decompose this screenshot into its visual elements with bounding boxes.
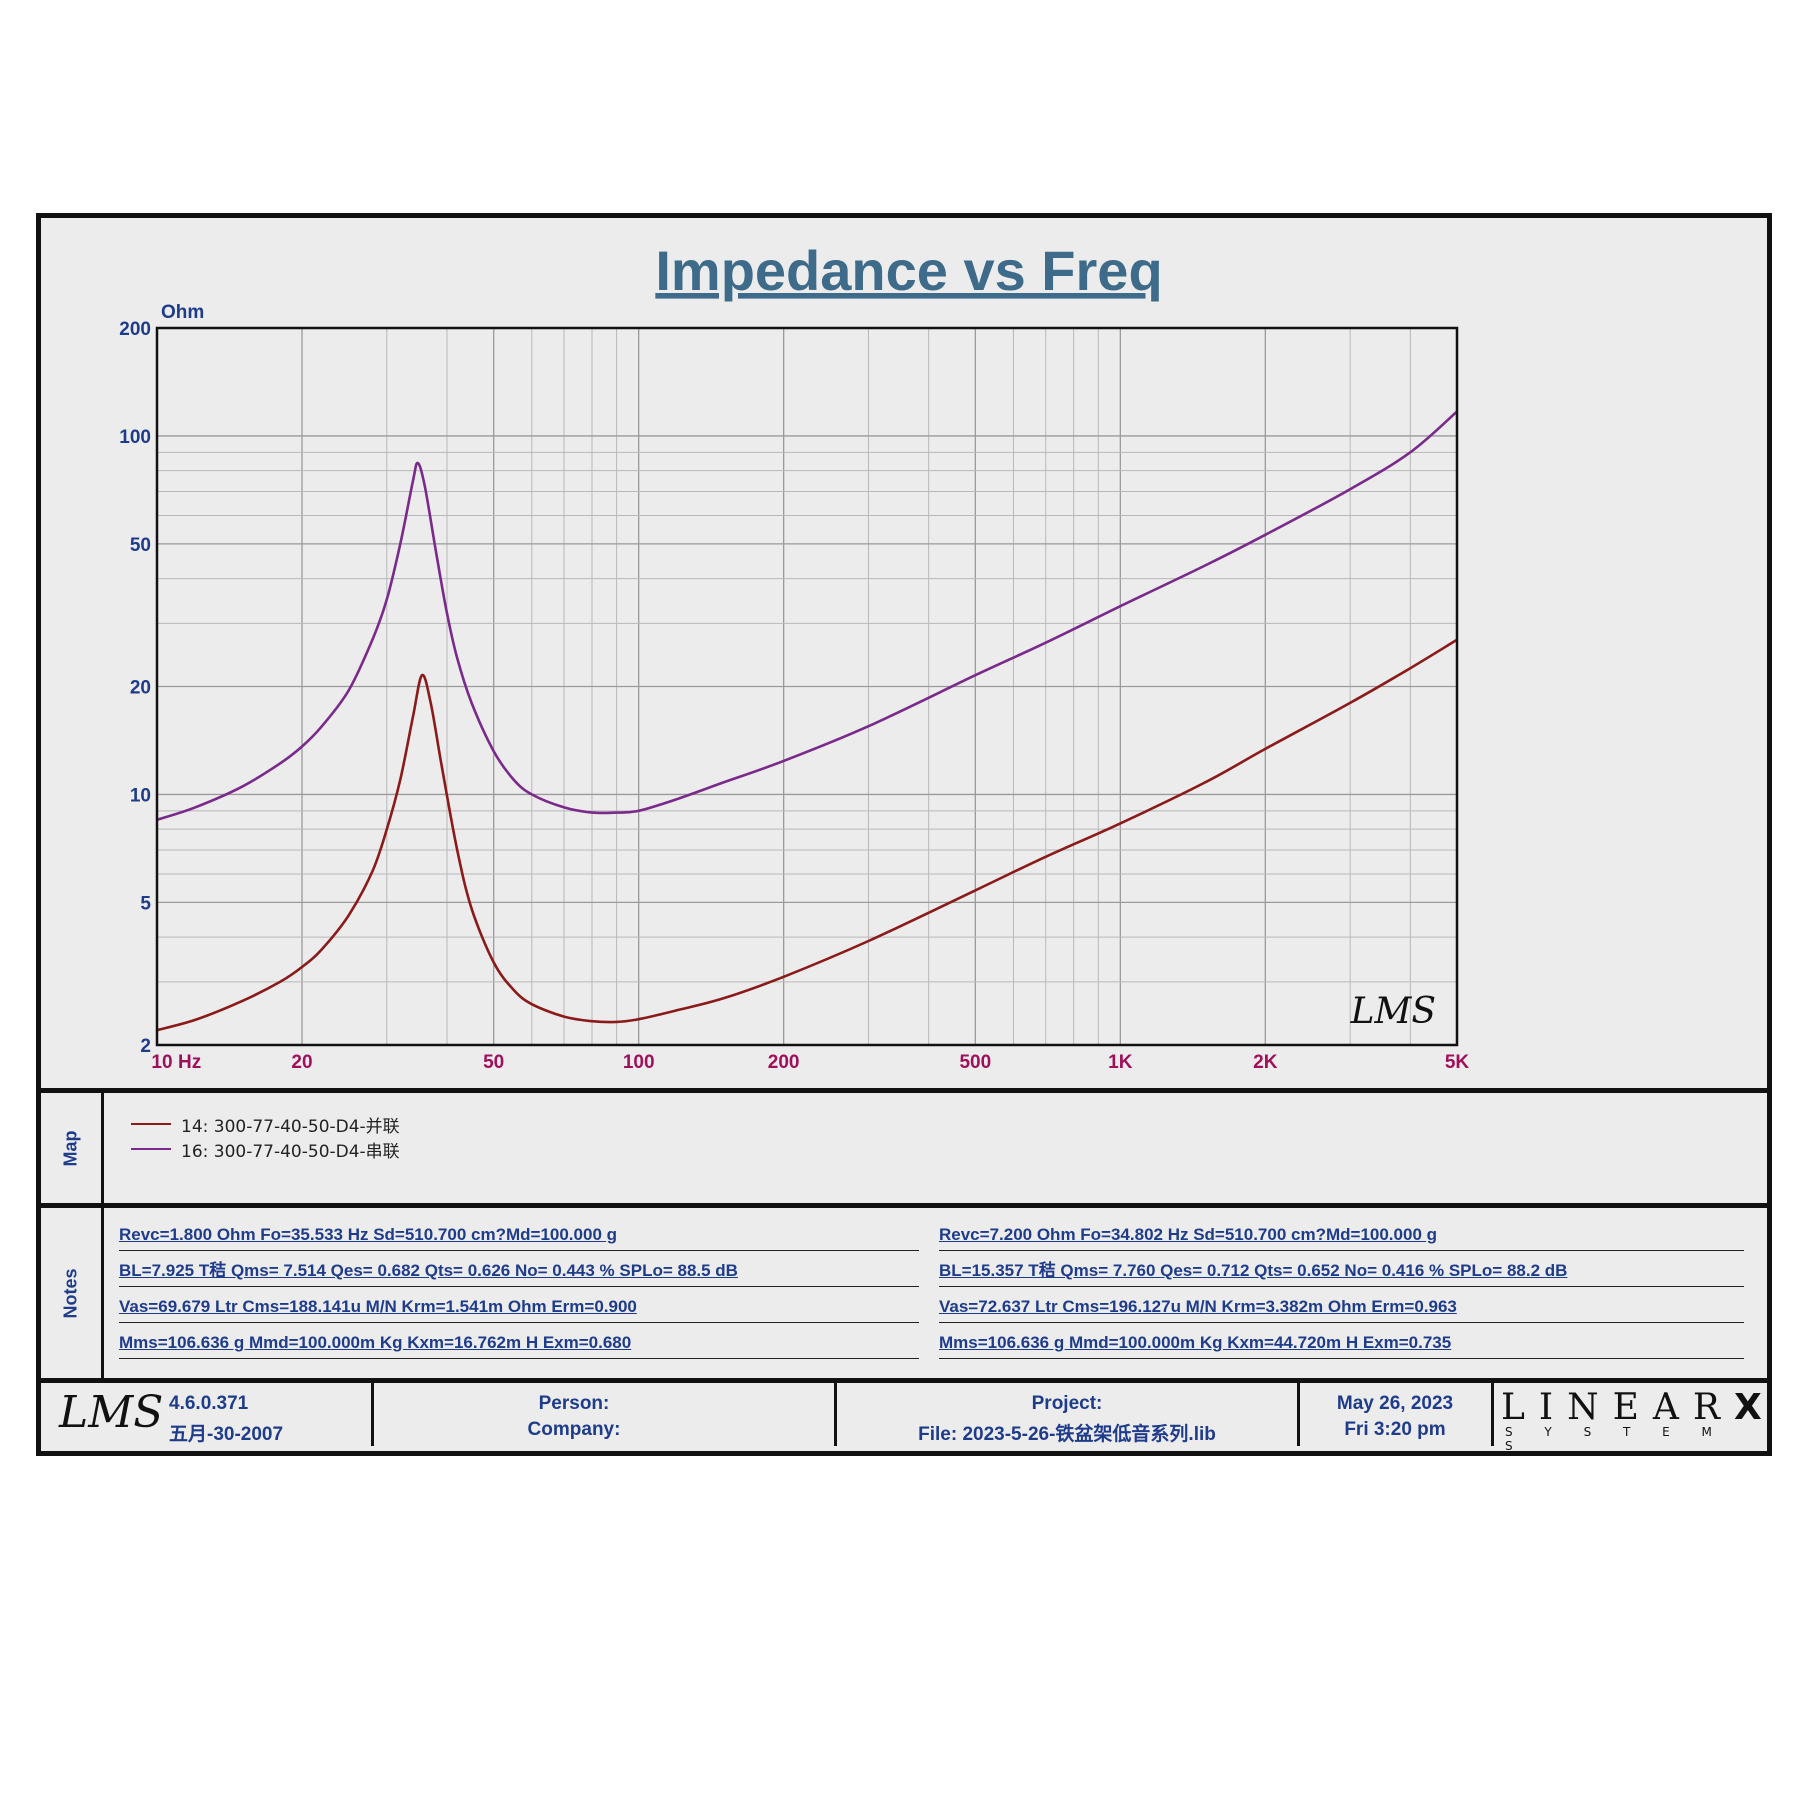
map-panel: Map 14: 300-77-40-50-D4-并联 16: 300-77-40… — [41, 1093, 1767, 1203]
divider — [834, 1383, 837, 1446]
y-tick-label: 100 — [119, 427, 151, 448]
x-tick-label: 200 — [768, 1052, 800, 1073]
x-tick-label: 20 — [291, 1052, 312, 1073]
y-tick-label: 5 — [140, 893, 151, 914]
divider — [1297, 1383, 1300, 1446]
linearx-logo: LINEARX S Y S T E M S — [1501, 1387, 1762, 1453]
divider — [1491, 1383, 1494, 1446]
chart-title: Impedance vs Freq — [655, 239, 1162, 302]
legend-item-16[interactable]: 16: 300-77-40-50-D4-串联 — [131, 1138, 400, 1162]
divider — [371, 1383, 374, 1446]
company-label: Company: — [527, 1419, 621, 1440]
x-axis-unit: Hz — [178, 1052, 201, 1073]
series-line-0 — [156, 638, 1458, 1032]
map-label: Map — [60, 1130, 81, 1166]
separator — [41, 1203, 1767, 1208]
separator — [41, 1088, 1767, 1093]
y-tick-label: 10 — [130, 785, 151, 806]
y-tick-label: 20 — [130, 678, 151, 699]
footer: LMS 4.6.0.371 五月-30-2007 Person: Company… — [41, 1383, 1767, 1585]
x-tick-label: 10 — [151, 1052, 172, 1073]
series-line-1 — [156, 410, 1458, 821]
x-tick-label: 100 — [623, 1052, 655, 1073]
y-tick-label: 50 — [130, 535, 151, 556]
time-label: Fri 3:20 pm — [1344, 1419, 1446, 1440]
chart-frame: Impedance vs Freq 2 5 10 20 50 100 200 10 20 50 10… — [36, 213, 1772, 1456]
date-label: May 26, 2023 — [1336, 1393, 1454, 1414]
x-tick-label: 5K — [1445, 1052, 1470, 1073]
legend-item-14[interactable]: 14: 300-77-40-50-D4-并联 — [131, 1113, 400, 1137]
separator — [41, 1378, 1767, 1383]
file-label: File: 2023-5-26-铁盆架低音系列.lib — [918, 1424, 1216, 1445]
person-label: Person: — [538, 1393, 610, 1414]
project-label: Project: — [1031, 1393, 1103, 1414]
x-tick-label: 500 — [959, 1052, 991, 1073]
note-left-1: Revc=1.800 Ohm Fo=35.533 Hz Sd=510.700 c… — [119, 1220, 919, 1251]
lms-watermark: LMS — [1350, 991, 1436, 1032]
legend-label: 16: 300-77-40-50-D4-串联 — [181, 1141, 400, 1162]
lms-logo: LMS — [59, 1387, 164, 1438]
divider — [101, 1093, 104, 1203]
x-tick-label: 50 — [483, 1052, 504, 1073]
y-tick-label: 200 — [119, 319, 151, 340]
note-right-1: Revc=7.200 Ohm Fo=34.802 Hz Sd=510.700 c… — [939, 1220, 1744, 1251]
note-right-3: Vas=72.637 Ltr Cms=196.127u M/N Krm=3.38… — [939, 1292, 1744, 1323]
notes-panel: Notes Revc=1.800 Ohm Fo=35.533 Hz Sd=510… — [41, 1208, 1767, 1378]
note-left-4: Mms=106.636 g Mmd=100.000m Kg Kxm=16.762… — [119, 1328, 919, 1359]
note-right-4: Mms=106.636 g Mmd=100.000m Kg Kxm=44.720… — [939, 1328, 1744, 1359]
version-date: 五月-30-2007 — [169, 1424, 284, 1445]
x-tick-label: 2K — [1253, 1052, 1278, 1073]
legend-label: 14: 300-77-40-50-D4-并联 — [181, 1116, 400, 1137]
impedance-chart: Impedance vs Freq 2 5 10 20 50 100 200 10 20 50 10… — [119, 239, 1470, 1073]
note-right-2: BL=15.357 T秸 Qms= 7.760 Qes= 0.712 Qts= … — [939, 1256, 1744, 1287]
version: 4.6.0.371 — [169, 1393, 249, 1414]
divider — [101, 1208, 104, 1378]
note-left-2: BL=7.925 T秸 Qms= 7.514 Qes= 0.682 Qts= 0… — [119, 1256, 919, 1287]
y-axis-unit: Ohm — [161, 302, 204, 323]
note-left-3: Vas=69.679 Ltr Cms=188.141u M/N Krm=1.54… — [119, 1292, 919, 1323]
x-tick-label: 1K — [1108, 1052, 1133, 1073]
legend-swatch — [131, 1123, 171, 1125]
legend-swatch — [131, 1148, 171, 1150]
y-tick-label: 2 — [140, 1036, 151, 1057]
notes-label: Notes — [60, 1267, 81, 1319]
